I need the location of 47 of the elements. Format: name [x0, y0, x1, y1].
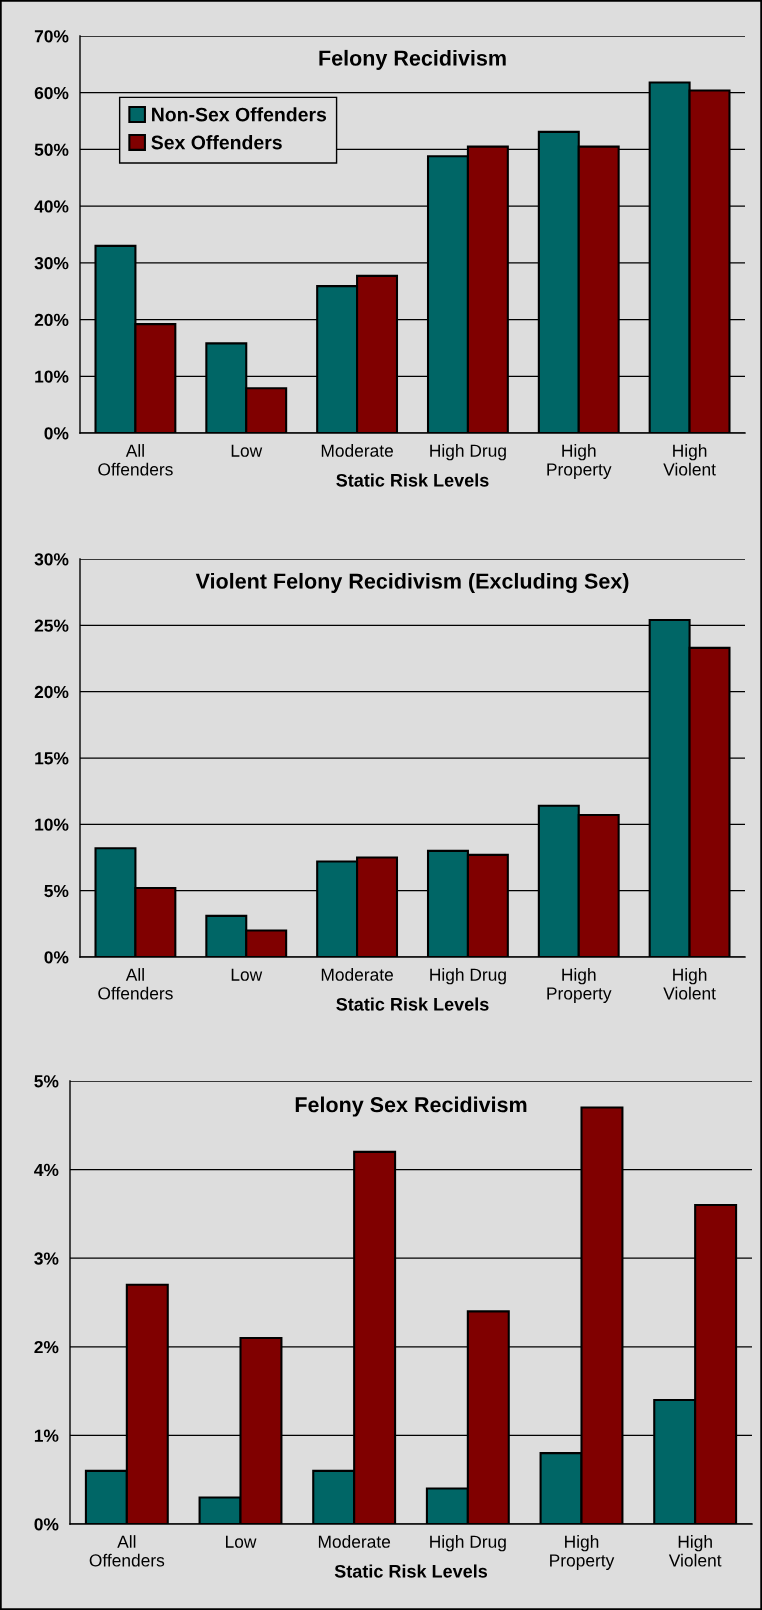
x-tick-label: Moderate — [321, 968, 393, 981]
y-tick-label: 70% — [34, 30, 69, 43]
y-tick-label: 3% — [34, 1252, 59, 1265]
x-tick-label: Moderate — [321, 444, 393, 457]
x-tick-label: High Drug — [430, 444, 506, 461]
text: Felony Sex Recidivism — [295, 1096, 527, 1117]
x-tick-label: Low — [226, 1535, 257, 1548]
x-tick-label: High Drug — [430, 968, 506, 985]
y-tick-label: 5% — [34, 1075, 59, 1088]
x-tick-label: All Offenders — [98, 444, 173, 476]
legend-label: Sex Offenders — [151, 135, 282, 150]
x-tick-label: All Offenders — [98, 968, 173, 1000]
x-tick-label: High Drug — [430, 1535, 506, 1552]
y-tick-label: 40% — [34, 200, 69, 213]
y-tick-label: 15% — [35, 752, 69, 765]
y-tick-label: 10% — [35, 370, 69, 383]
y-tick-label: 10% — [35, 818, 69, 831]
x-tick-label: High Violent — [668, 1535, 722, 1567]
x-tick-label: High Property — [550, 1535, 615, 1570]
y-tick-label: 30% — [34, 553, 69, 566]
x-tick-label: High Violent — [663, 444, 716, 476]
x-tick-label: High Property — [547, 444, 612, 479]
y-tick-label: 2% — [34, 1340, 59, 1354]
x-axis-title: Static Risk Levels — [336, 473, 489, 487]
text: Violent Felony Recidivism (Excluding Sex) — [195, 572, 629, 594]
x-tick-label: Moderate — [318, 1535, 391, 1548]
x-tick-label: Low — [231, 968, 263, 981]
y-tick-label: 25% — [34, 619, 69, 632]
x-tick-label: Low — [231, 444, 263, 457]
y-tick-label: 30% — [34, 257, 69, 270]
y-tick-label: 0% — [44, 951, 69, 964]
y-tick-label: 20% — [34, 313, 69, 327]
text: Felony Recidivism — [319, 49, 506, 70]
legend-label: Non-Sex Offenders — [152, 107, 327, 122]
y-tick-label: 20% — [34, 685, 69, 699]
y-tick-label: 1% — [34, 1429, 59, 1442]
y-tick-label: 4% — [34, 1163, 59, 1177]
x-tick-label: High Violent — [663, 968, 716, 1000]
y-tick-label: 0% — [34, 1518, 59, 1531]
x-tick-label: All Offenders — [89, 1535, 165, 1567]
y-tick-label: 60% — [34, 86, 69, 100]
y-tick-label: 5% — [44, 884, 69, 898]
y-tick-label: 0% — [44, 427, 69, 440]
x-axis-title: Static Risk Levels — [336, 997, 489, 1011]
x-axis-title: Static Risk Levels — [334, 1564, 488, 1578]
x-tick-label: High Property — [547, 968, 612, 1003]
y-tick-label: 50% — [34, 143, 69, 156]
